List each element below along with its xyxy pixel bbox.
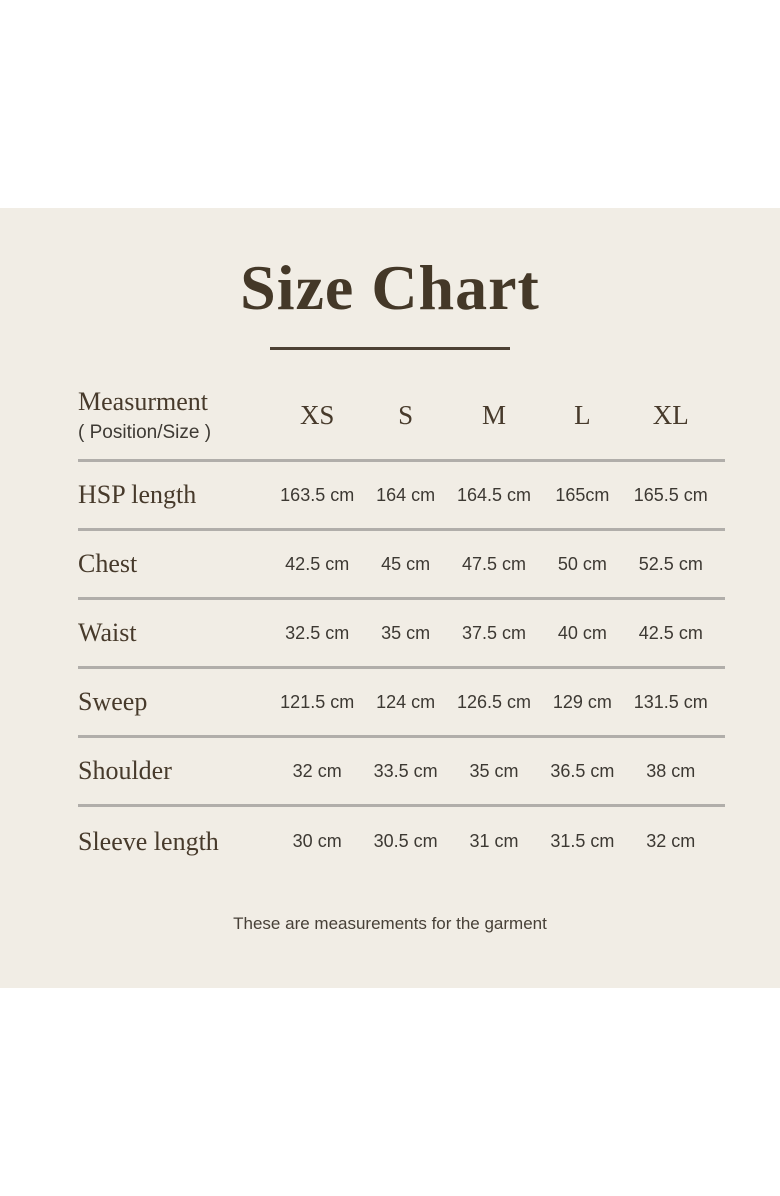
cell-value: 33.5 cm [373, 760, 438, 781]
cell-value: 165cm [555, 484, 610, 505]
measurement-header-sublabel: ( Position/Size ) [78, 422, 212, 444]
cell-value: 45 cm [381, 553, 431, 574]
measurement-header-label: Measurment [78, 387, 208, 417]
size-header-l: L [574, 400, 591, 431]
cell-value: 38 cm [646, 760, 696, 781]
cell-value: 42.5 cm [285, 553, 350, 574]
title-underline [270, 347, 510, 351]
cell-value: 30 cm [292, 831, 342, 852]
row-label: Chest [78, 549, 138, 579]
cell-value: 129 cm [552, 691, 612, 712]
size-header-s: S [398, 400, 414, 431]
cell-value: 126.5 cm [456, 691, 532, 712]
cell-value: 35 cm [381, 622, 431, 643]
table-row-hsp-length: HSP length 163.5 cm 164 cm 164.5 cm 165c… [78, 462, 725, 532]
size-chart-card: Size Chart Measurment ( Position/Size ) … [0, 208, 780, 988]
row-label: Waist [78, 618, 137, 648]
table-header-row: Measurment ( Position/Size ) XS S M L XL [78, 350, 725, 463]
row-label: Sweep [78, 687, 148, 717]
cell-value: 50 cm [557, 553, 607, 574]
cell-value: 165.5 cm [633, 484, 708, 505]
table-row-sweep: Sweep 121.5 cm 124 cm 126.5 cm 129 cm 13… [78, 669, 725, 739]
table-row-sleeve-length: Sleeve length 30 cm 30.5 cm 31 cm 31.5 c… [78, 807, 725, 876]
cell-value: 32 cm [292, 760, 342, 781]
row-label: HSP length [78, 480, 197, 510]
cell-value: 30.5 cm [373, 831, 438, 852]
size-header-m: M [481, 400, 506, 431]
cell-value: 42.5 cm [638, 622, 703, 643]
size-table: Measurment ( Position/Size ) XS S M L XL… [78, 350, 725, 876]
cell-value: 124 cm [376, 691, 436, 712]
cell-value: 164.5 cm [456, 484, 532, 505]
measurement-header-cell: Measurment ( Position/Size ) [78, 387, 273, 444]
cell-value: 131.5 cm [633, 691, 708, 712]
cell-value: 47.5 cm [461, 553, 526, 574]
page-title: Size Chart [240, 252, 540, 323]
cell-value: 31 cm [469, 831, 519, 852]
cell-value: 36.5 cm [550, 760, 615, 781]
size-header-xs: XS [299, 400, 335, 431]
cell-value: 32.5 cm [285, 622, 350, 643]
table-row-shoulder: Shoulder 32 cm 33.5 cm 35 cm 36.5 cm 38 … [78, 738, 725, 808]
cell-value: 37.5 cm [461, 622, 526, 643]
cell-value: 31.5 cm [550, 831, 615, 852]
table-row-waist: Waist 32.5 cm 35 cm 37.5 cm 40 cm 42.5 c… [78, 600, 725, 670]
cell-value: 35 cm [469, 760, 519, 781]
cell-value: 163.5 cm [280, 484, 355, 505]
garment-note: These are measurements for the garment [233, 914, 547, 934]
cell-value: 121.5 cm [280, 691, 355, 712]
row-label: Shoulder [78, 756, 172, 786]
cell-value: 32 cm [646, 831, 696, 852]
cell-value: 164 cm [376, 484, 436, 505]
size-header-xl: XL [652, 400, 689, 431]
cell-value: 52.5 cm [638, 553, 703, 574]
cell-value: 40 cm [557, 622, 607, 643]
table-row-chest: Chest 42.5 cm 45 cm 47.5 cm 50 cm 52.5 c… [78, 531, 725, 601]
row-label: Sleeve length [78, 826, 219, 856]
